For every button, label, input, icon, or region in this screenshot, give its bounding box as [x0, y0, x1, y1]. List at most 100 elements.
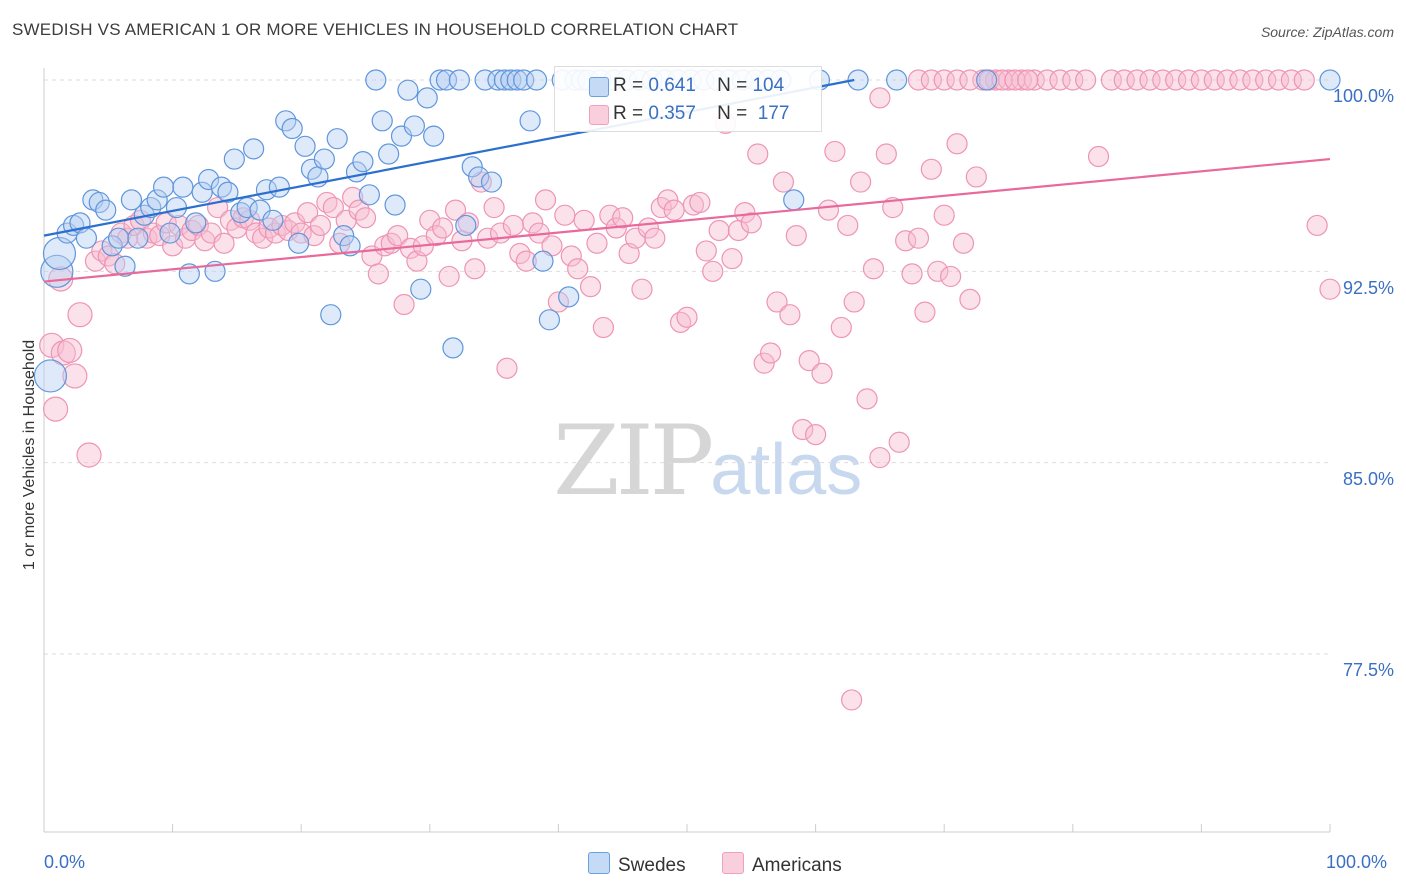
americans-point	[1126, 69, 1148, 91]
swedes-point	[886, 69, 908, 91]
americans-point	[342, 186, 364, 208]
swedes-point	[493, 69, 515, 91]
americans-point	[702, 260, 724, 282]
americans-point	[252, 227, 274, 249]
americans-point	[67, 302, 93, 328]
americans-point	[676, 306, 698, 328]
swedes-point	[474, 69, 496, 91]
americans-point	[631, 278, 653, 300]
americans-point	[42, 396, 69, 422]
americans-point	[1229, 69, 1251, 91]
americans-point	[573, 209, 595, 231]
legend-label: Americans	[752, 855, 842, 876]
swedes-point	[429, 69, 451, 91]
americans-point	[792, 418, 814, 441]
americans-point	[907, 227, 930, 249]
swedes-point	[519, 110, 541, 132]
americans-point	[952, 232, 975, 254]
americans-point	[57, 337, 83, 364]
swedes-point	[223, 148, 245, 170]
americans-point	[592, 316, 615, 339]
americans-point	[1319, 278, 1341, 300]
americans-point	[1100, 69, 1122, 91]
americans-point	[502, 214, 524, 237]
americans-point	[1267, 69, 1290, 91]
swedes-point	[358, 184, 380, 206]
americans-point	[1306, 214, 1328, 237]
americans-point	[785, 225, 807, 247]
swedes-point	[333, 225, 355, 247]
swedes-point	[243, 138, 265, 160]
americans-point	[798, 350, 820, 372]
swedes-point	[783, 189, 805, 211]
americans-point	[895, 230, 917, 252]
americans-point	[213, 232, 235, 254]
americans-point	[444, 199, 467, 221]
americans-point	[1216, 69, 1238, 91]
swedes-point	[455, 214, 477, 237]
swedes-point	[33, 359, 68, 393]
swedes-point	[185, 212, 207, 234]
americans-point	[457, 212, 479, 234]
axes	[43, 68, 1331, 833]
americans-point	[933, 69, 955, 91]
americans-point	[985, 69, 1007, 91]
americans-point	[811, 362, 833, 384]
source-label: Source: ZipAtlas.com	[1260, 24, 1394, 40]
swedes-point	[198, 168, 220, 191]
americans-point	[1293, 69, 1315, 91]
swedes-point	[403, 115, 425, 137]
swedes-points	[33, 69, 1341, 393]
y-axis-label: 1 or more Vehicles in Household	[21, 339, 38, 571]
americans-point	[62, 363, 88, 389]
americans-trend-line	[43, 157, 1331, 283]
americans-point	[933, 204, 955, 226]
swedes-point	[371, 110, 393, 132]
x-tick-label: 0.0%	[44, 852, 86, 872]
americans-point	[547, 291, 570, 313]
americans-r-value: 0.357	[648, 103, 696, 124]
swedes-point	[217, 181, 239, 203]
correlation-legend: R = 0.641 N = 104 R = 0.357 N = 177	[554, 66, 822, 132]
americans-point	[804, 424, 827, 446]
americans-legend-swatch	[722, 852, 744, 874]
americans-point	[841, 689, 863, 711]
swedes-point	[480, 171, 503, 193]
swedes-point	[288, 232, 310, 254]
americans-point	[1017, 69, 1039, 91]
americans-point	[1023, 69, 1045, 91]
americans-point	[959, 69, 981, 91]
americans-point	[309, 214, 332, 237]
americans-point	[1062, 69, 1084, 91]
swedes-point	[513, 69, 535, 91]
americans-point	[354, 207, 377, 229]
swedes-point	[320, 304, 342, 326]
americans-point	[856, 388, 878, 410]
americans-point	[168, 214, 190, 237]
swedes-point	[146, 189, 168, 211]
americans-point	[1280, 69, 1303, 91]
swedes-point	[525, 69, 548, 91]
legend-item-swedes[interactable]: Swedes	[588, 852, 686, 877]
swedes-point	[435, 69, 458, 91]
swedes-point	[378, 143, 400, 165]
americans-points	[39, 69, 1341, 711]
americans-point	[1036, 69, 1058, 91]
swedes-point	[847, 69, 869, 91]
americans-point	[940, 265, 962, 288]
swedes-point	[114, 255, 136, 277]
americans-point	[708, 219, 730, 242]
americans-point	[837, 214, 859, 237]
swedes-point	[365, 69, 387, 91]
americans-point	[772, 171, 795, 193]
legend-item-americans[interactable]: Americans	[722, 852, 842, 877]
swedes-point	[410, 278, 432, 300]
americans-point	[522, 212, 544, 234]
swedes-point	[558, 286, 580, 308]
y-tick-label: 100.0%	[1332, 86, 1394, 106]
legend-row-swedes: R = 0.641 N = 104	[589, 75, 784, 97]
americans-point	[824, 140, 846, 163]
watermark: ZIPatlas	[553, 405, 862, 517]
swedes-point	[416, 87, 438, 109]
americans-point	[759, 342, 782, 364]
